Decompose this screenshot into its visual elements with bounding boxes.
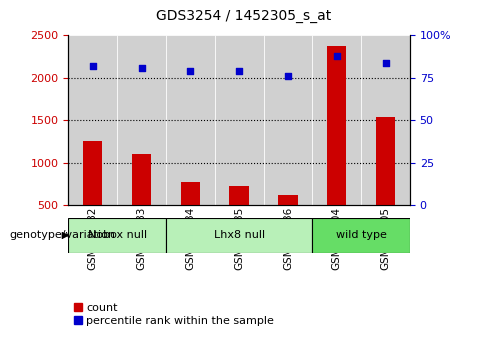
Point [186,68,194,74]
Bar [278,195,298,248]
Point [235,68,243,74]
Legend: count, percentile rank within the sample: count, percentile rank within the sample [74,303,274,326]
Bar [361,35,410,205]
Bar [68,218,166,253]
Bar [312,35,361,205]
Bar [312,218,410,253]
Point [284,73,292,79]
Bar [327,46,346,248]
Point [89,63,97,69]
Text: GDS3254 / 1452305_s_at: GDS3254 / 1452305_s_at [156,9,332,23]
Bar [132,154,151,248]
Bar [117,35,166,205]
Bar [264,35,312,205]
Bar [68,35,117,205]
Bar [166,218,312,253]
Point [333,53,341,59]
Point [138,65,145,70]
Bar [215,35,264,205]
Text: Lhx8 null: Lhx8 null [214,230,264,240]
Text: wild type: wild type [336,230,386,240]
Bar [376,117,395,248]
Bar [229,186,249,248]
Bar [166,35,215,205]
Bar [83,141,102,248]
Text: genotype/variation: genotype/variation [10,230,116,240]
Point [382,60,389,65]
Bar [181,182,200,248]
Text: Nobox null: Nobox null [87,230,147,240]
